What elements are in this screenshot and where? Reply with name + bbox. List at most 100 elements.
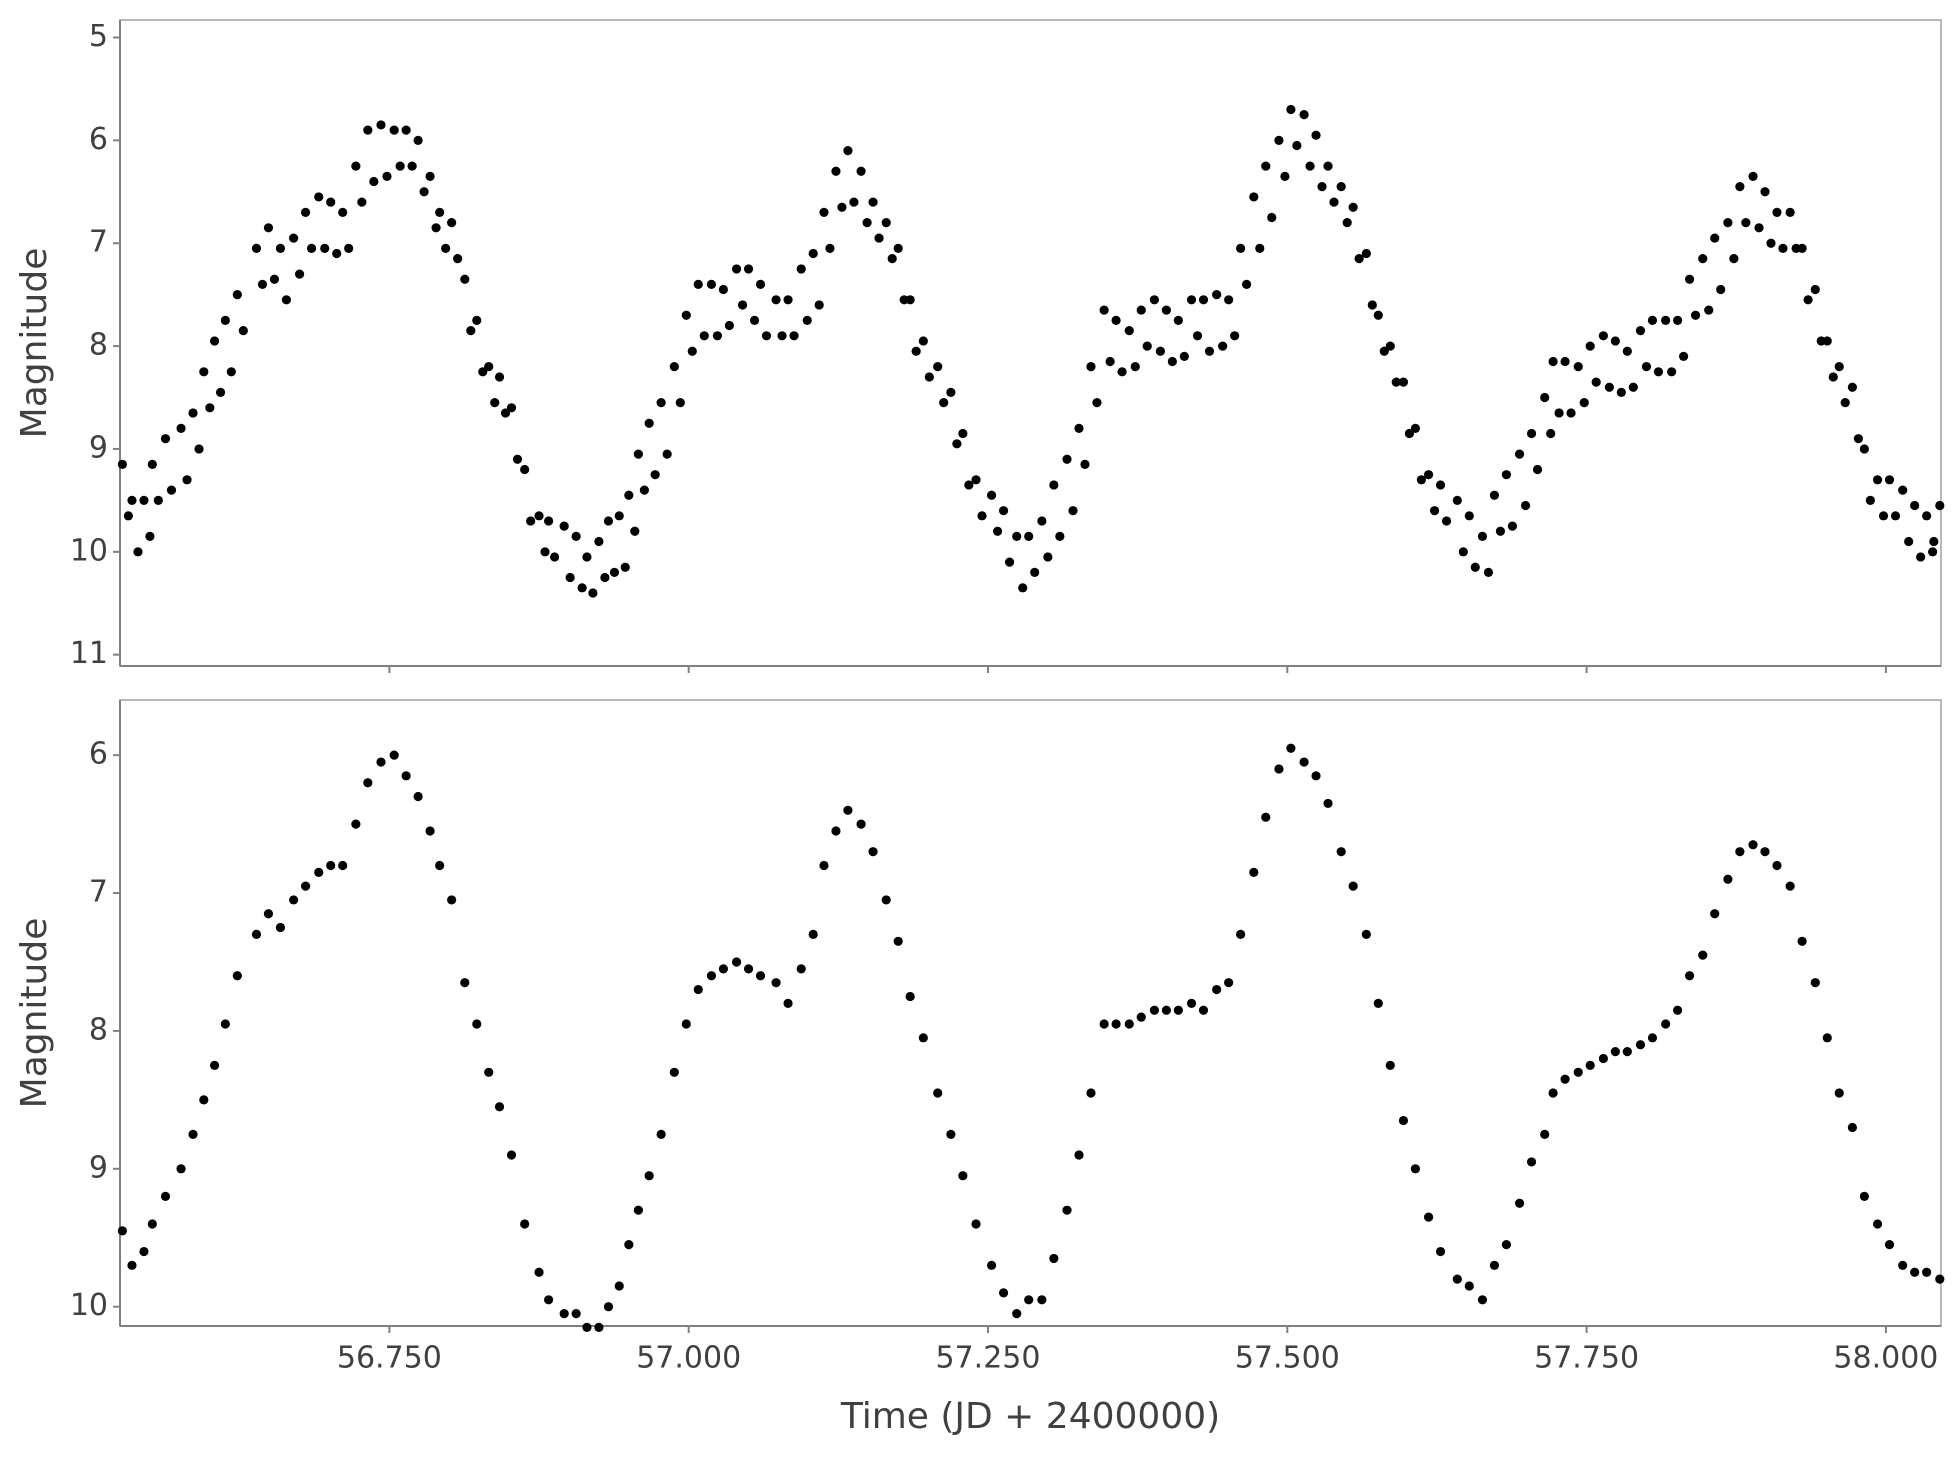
data-point [1477,531,1488,541]
data-point [1274,135,1284,145]
data-point [843,146,853,156]
data-point [288,233,299,243]
data-point [603,1302,614,1312]
data-point [761,331,772,341]
x-tick-label: 57.500 [1235,1341,1340,1376]
data-point [123,511,133,521]
data-point [1173,1005,1183,1015]
data-point [1548,1088,1558,1098]
data-point [1299,757,1309,767]
data-point [419,187,429,197]
data-point [269,274,280,284]
data-point [620,562,630,572]
y-tick-label: 5 [89,19,108,54]
data-point [706,279,717,289]
data-point [176,423,186,433]
data-point [1647,1033,1658,1043]
data-point [1616,387,1626,397]
data-point [1766,238,1776,248]
data-point [952,439,962,449]
data-point [1367,300,1377,310]
data-point [209,1060,220,1070]
x-tick-label: 57.000 [636,1341,741,1376]
data-point [1024,1295,1034,1305]
data-point [413,135,423,145]
data-point [1554,408,1564,418]
data-point [534,1267,544,1277]
y-axis-title: Magnitude [14,918,55,1109]
data-point [1922,1267,1932,1277]
data-point [755,279,766,289]
data-point [614,1281,624,1291]
data-point [1904,536,1914,547]
data-point [1410,1164,1421,1174]
data-point [484,362,494,372]
data-point [363,125,373,135]
data-point [1540,392,1550,403]
data-point [1204,346,1215,356]
data-point [1853,434,1863,444]
data-point [1092,398,1102,408]
data-point [382,171,392,181]
data-point [1591,377,1601,387]
data-point [314,867,324,877]
data-point [825,243,835,253]
data-point [1111,1019,1121,1029]
data-point [1859,444,1869,454]
data-point [263,909,274,919]
data-point [1548,356,1558,367]
data-point [868,197,878,207]
data-point [1470,562,1480,572]
data-point [1507,521,1517,531]
data-point [718,964,729,974]
data-point [1667,367,1677,377]
data-point [1520,500,1531,511]
data-point [1323,161,1333,171]
data-point [783,295,793,305]
data-point [1754,223,1764,233]
data-point [718,284,729,295]
data-point [1935,1274,1945,1284]
data-point [577,583,587,593]
data-point [633,449,644,459]
data-point [600,572,610,583]
data-point [257,279,268,289]
data-point [1361,248,1371,259]
data-point [843,805,853,815]
data-point [275,243,286,253]
data-point [1729,254,1739,264]
data-point [288,895,299,905]
data-point [808,248,818,259]
data-point [1760,187,1770,197]
data-point [1604,382,1614,392]
data-point [490,398,500,408]
data-point [669,362,679,372]
data-point [771,978,781,988]
data-point [1398,1115,1409,1126]
data-point [1560,356,1570,367]
data-point [338,207,348,217]
data-point [251,929,262,940]
data-point [1878,511,1889,521]
data-point [650,470,660,480]
plot-frame [119,19,1942,667]
data-point [1760,847,1770,857]
data-point [139,1246,149,1257]
data-point [1099,1019,1109,1029]
data-point [1797,243,1807,253]
data-point [139,495,149,505]
data-point [1373,310,1383,320]
data-point [887,254,897,264]
data-point [199,367,209,377]
data-point [1464,511,1474,521]
data-point [1236,929,1246,940]
data-point [946,387,956,397]
data-point [389,125,399,135]
data-point [681,1019,691,1029]
data-point [905,991,915,1002]
data-point [182,475,192,485]
data-point [1810,284,1820,295]
data-point [1698,950,1708,960]
data-point [1373,998,1383,1008]
